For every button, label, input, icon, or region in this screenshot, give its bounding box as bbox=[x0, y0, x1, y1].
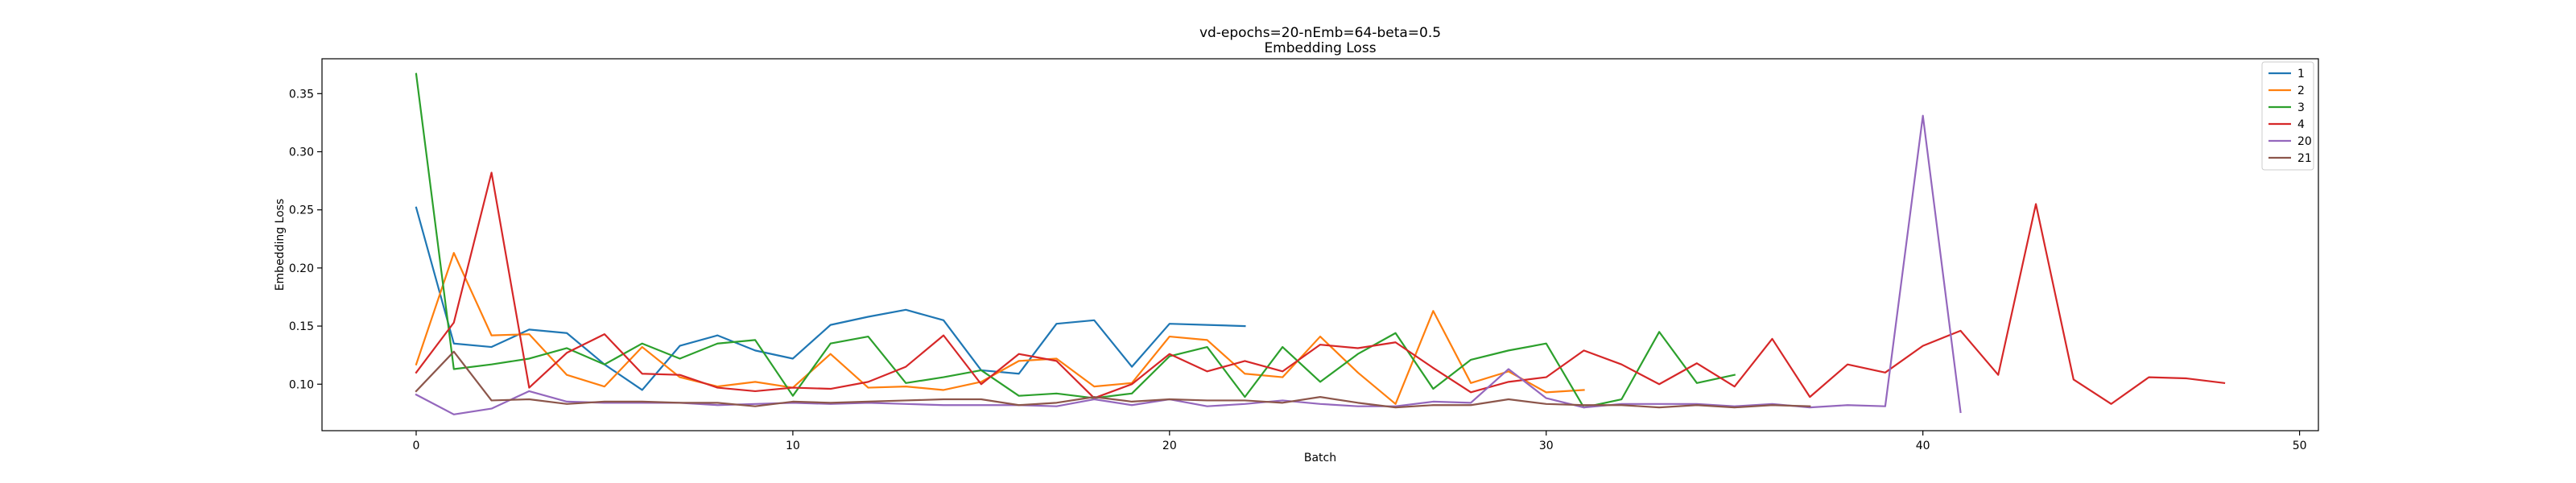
series-line-4 bbox=[415, 171, 2226, 405]
legend-box bbox=[2261, 61, 2314, 171]
series-line-21 bbox=[415, 350, 1811, 409]
legend: 1 2 3 4 20 21 bbox=[2261, 61, 2314, 171]
x-tick-label: 20 bbox=[1162, 440, 1177, 452]
plot-area: 0 10 20 30 40 50 0.10 0.15 0.20 0.25 0.30 0.35 bbox=[289, 58, 2319, 452]
y-tick-label: 0.10 bbox=[289, 378, 314, 391]
y-tick-label: 0.35 bbox=[289, 88, 314, 101]
legend-label-1: 1 bbox=[2297, 68, 2305, 80]
x-axis-ticks: 0 10 20 30 40 50 bbox=[413, 431, 2307, 452]
legend-label-4: 4 bbox=[2297, 118, 2305, 131]
x-tick-label: 30 bbox=[1539, 440, 1554, 452]
legend-items: 1 2 3 4 20 21 bbox=[2268, 68, 2312, 165]
series-layer bbox=[415, 72, 2226, 415]
series-line-2 bbox=[415, 252, 1585, 405]
legend-label-3: 3 bbox=[2297, 101, 2305, 114]
chart-subtitle: Embedding Loss bbox=[1264, 40, 1376, 56]
series-line-3 bbox=[415, 72, 1736, 409]
y-tick-label: 0.30 bbox=[289, 147, 314, 159]
legend-label-2: 2 bbox=[2297, 85, 2305, 97]
x-tick-label: 0 bbox=[413, 440, 420, 452]
x-tick-label: 10 bbox=[786, 440, 800, 452]
x-tick-label: 50 bbox=[2293, 440, 2307, 452]
x-axis-label: Batch bbox=[1304, 452, 1336, 464]
y-tick-label: 0.25 bbox=[289, 204, 314, 217]
legend-label-21: 21 bbox=[2297, 152, 2312, 165]
legend-label-20: 20 bbox=[2297, 135, 2312, 148]
y-tick-label: 0.15 bbox=[289, 320, 314, 333]
y-axis-label: Embedding Loss bbox=[274, 199, 287, 291]
y-axis-ticks: 0.10 0.15 0.20 0.25 0.30 0.35 bbox=[289, 88, 322, 391]
x-tick-label: 40 bbox=[1916, 440, 1930, 452]
series-line-1 bbox=[415, 206, 1246, 391]
y-tick-label: 0.20 bbox=[289, 262, 314, 275]
plot-frame bbox=[321, 58, 2319, 431]
chart-title: vd-epochs=20-nEmb=64-beta=0.5 bbox=[1199, 25, 1441, 41]
series-line-20 bbox=[415, 114, 1962, 415]
